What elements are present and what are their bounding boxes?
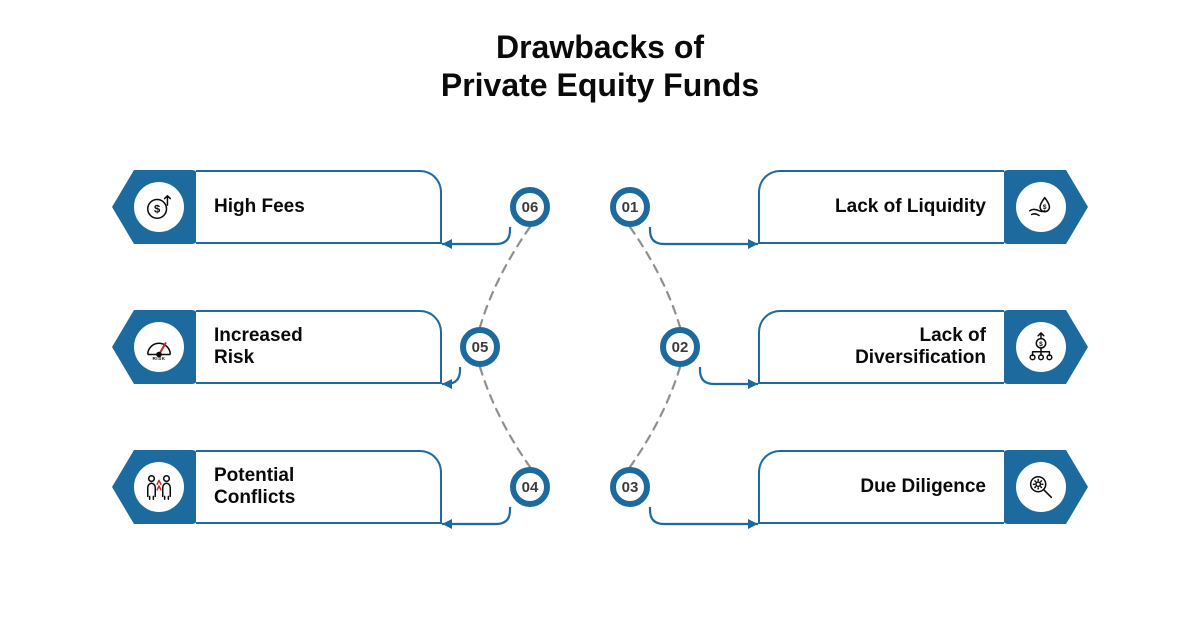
connector-line bbox=[0, 150, 1200, 580]
number-badge-text: 03 bbox=[622, 479, 639, 496]
number-badge: 06 bbox=[510, 187, 550, 227]
page-title: Drawbacks of Private Equity Funds bbox=[0, 0, 1200, 105]
number-badge-text: 05 bbox=[472, 339, 489, 356]
number-badge-text: 02 bbox=[672, 339, 689, 356]
number-badge: 02 bbox=[660, 327, 700, 367]
diagram-stage: $High Fees06RISKIncreasedRisk05Potential… bbox=[0, 150, 1200, 580]
number-badge-text: 04 bbox=[522, 479, 539, 496]
number-badge: 03 bbox=[610, 467, 650, 507]
number-badge-text: 06 bbox=[522, 199, 539, 216]
title-line-1: Drawbacks of bbox=[496, 29, 704, 65]
number-badge: 04 bbox=[510, 467, 550, 507]
number-badge: 05 bbox=[460, 327, 500, 367]
number-badge-text: 01 bbox=[622, 199, 639, 216]
title-line-2: Private Equity Funds bbox=[441, 67, 759, 103]
number-badge: 01 bbox=[610, 187, 650, 227]
